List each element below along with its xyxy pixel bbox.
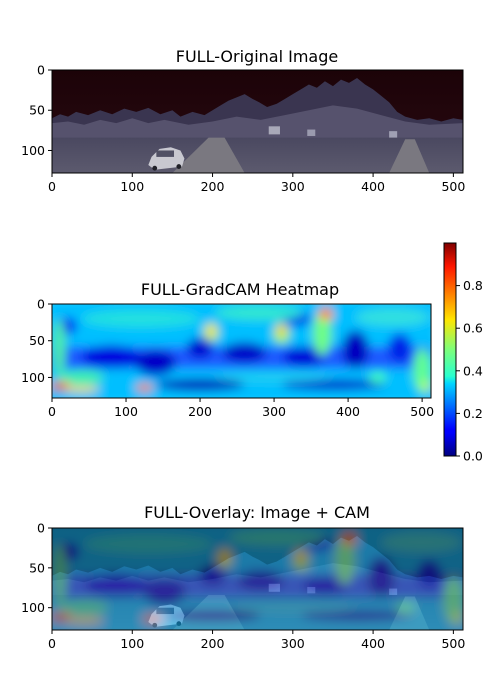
panel-gradcam-heatmap: FULL-GradCAM Heatmap 0 100 200 300 400 500 0 50…	[21, 280, 434, 420]
panel-original-image: FULL-Original Image 0 100 200 300 400 500 0 50 1…	[21, 47, 465, 194]
x-tick-label: 400	[361, 179, 385, 194]
y-tick-label: 100	[21, 370, 45, 385]
panel3-frame	[51, 527, 464, 631]
y-tick-label: 50	[29, 103, 45, 118]
panel1-frame	[51, 69, 464, 174]
x-tick-label: 500	[441, 636, 465, 651]
colorbar-tick-label: 0.2	[463, 406, 483, 421]
panel3-ticks: 0 100 200 300 400 500 0 50 100	[21, 521, 465, 652]
x-tick-label: 300	[262, 404, 286, 419]
colorbar: 0.0 0.2 0.4 0.6 0.8	[443, 242, 483, 464]
x-tick-label: 0	[48, 179, 56, 194]
x-tick-label: 100	[114, 404, 138, 419]
colorbar-gradient	[443, 242, 457, 457]
y-tick-label: 0	[37, 521, 45, 536]
x-tick-label: 200	[201, 636, 225, 651]
y-tick-label: 50	[29, 333, 45, 348]
colorbar-tick-label: 0.6	[463, 321, 483, 336]
overlay-image	[52, 528, 463, 630]
x-tick-label: 300	[281, 179, 305, 194]
y-tick-label: 100	[21, 600, 45, 615]
x-tick-label: 100	[120, 179, 144, 194]
panel2-title: FULL-GradCAM Heatmap	[141, 280, 339, 299]
x-tick-label: 0	[48, 404, 56, 419]
y-tick-label: 0	[37, 63, 45, 78]
panel2-frame	[51, 303, 432, 399]
x-tick-label: 0	[48, 636, 56, 651]
x-tick-label: 100	[120, 636, 144, 651]
panel2-ticks: 0 100 200 300 400 500 0 50 100	[21, 297, 434, 420]
y-tick-label: 0	[37, 297, 45, 312]
x-tick-label: 200	[188, 404, 212, 419]
panel-overlay: FULL-Overlay: Image + CAM 0 100 200 300 400 5…	[21, 503, 465, 652]
panel3-title: FULL-Overlay: Image + CAM	[144, 503, 370, 522]
gradcam-heatmap	[52, 304, 431, 398]
x-tick-label: 500	[410, 404, 434, 419]
colorbar-tick-label: 0.8	[463, 278, 483, 293]
colorbar-tick-label: 0.0	[463, 449, 483, 464]
x-tick-label: 400	[336, 404, 360, 419]
y-tick-label: 100	[21, 143, 45, 158]
colorbar-ticks: 0.0 0.2 0.4 0.6 0.8	[456, 278, 483, 464]
x-tick-label: 500	[441, 179, 465, 194]
y-tick-label: 50	[29, 560, 45, 575]
x-tick-label: 300	[281, 636, 305, 651]
x-tick-label: 400	[361, 636, 385, 651]
x-tick-label: 200	[201, 179, 225, 194]
panel1-ticks: 0 100 200 300 400 500 0 50 100	[21, 63, 465, 195]
colorbar-tick-label: 0.4	[463, 363, 483, 378]
panel1-title: FULL-Original Image	[176, 47, 338, 66]
original-image	[52, 70, 463, 173]
